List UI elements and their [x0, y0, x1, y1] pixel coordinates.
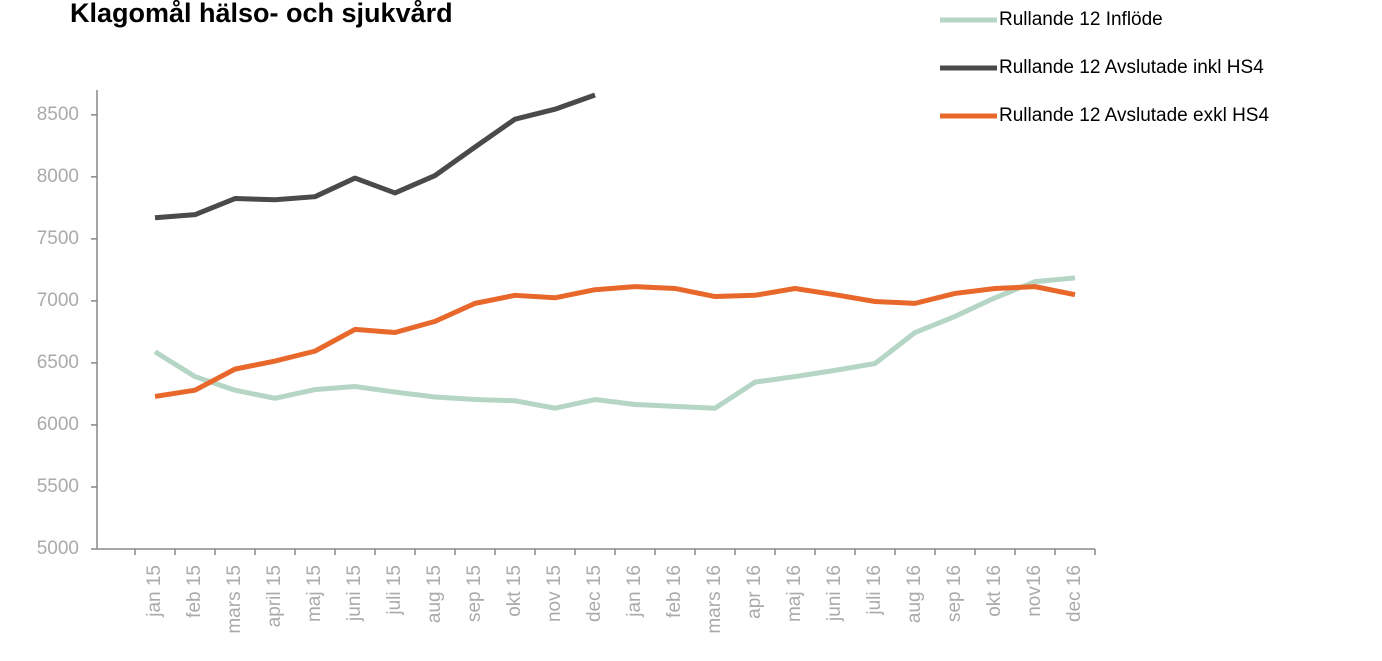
x-tick-label: juni 15	[344, 565, 365, 622]
x-tick-label: sep 15	[464, 565, 485, 622]
chart-title: Klagomål hälso- och sjukvård	[70, 0, 453, 28]
x-tick-label: dec 15	[584, 565, 605, 622]
legend-label: Rullande 12 Inflöde	[999, 9, 1163, 30]
x-tick-label: okt 16	[984, 565, 1005, 617]
x-tick-label: maj 16	[784, 565, 805, 622]
x-tick-label: aug 15	[424, 565, 445, 623]
x-tick-label: maj 15	[304, 565, 325, 622]
x-tick-label: sep 16	[944, 565, 965, 622]
series-line	[154, 92, 596, 221]
y-tick-label: 6000	[37, 414, 79, 435]
x-tick-label: jan 15	[144, 565, 165, 618]
series-line	[153, 275, 1076, 411]
y-tick-label: 8000	[37, 166, 79, 187]
x-tick-label: nov 15	[544, 565, 565, 622]
x-tick-label: feb 15	[184, 565, 205, 618]
y-tick-label: 7000	[37, 290, 79, 311]
x-tick-label: april 15	[264, 565, 285, 627]
x-tick-label: okt 15	[504, 565, 525, 617]
series-line	[154, 284, 1076, 399]
x-tick-label: apr 16	[744, 565, 765, 619]
x-tick-label: mars 16	[704, 565, 725, 634]
y-tick-label: 8500	[37, 104, 79, 125]
x-tick-label: mars 15	[224, 565, 245, 634]
x-tick-label: juli 16	[864, 565, 885, 616]
y-tick-label: 6500	[37, 352, 79, 373]
x-tick-label: juni 16	[824, 565, 845, 622]
legend-label: Rullande 12 Avslutade exkl HS4	[999, 105, 1269, 126]
x-tick-label: jan 16	[624, 565, 645, 618]
x-tick-label: feb 16	[664, 565, 685, 618]
x-tick-label: nov16	[1024, 565, 1045, 617]
x-tick-label: aug 16	[904, 565, 925, 623]
x-tick-label: juli 15	[384, 565, 405, 616]
legend-label: Rullande 12 Avslutade inkl HS4	[999, 57, 1264, 78]
y-tick-label: 5000	[37, 538, 79, 559]
y-tick-label: 5500	[37, 476, 79, 497]
y-tick-label: 7500	[37, 228, 79, 249]
x-tick-label: dec 16	[1064, 565, 1085, 622]
